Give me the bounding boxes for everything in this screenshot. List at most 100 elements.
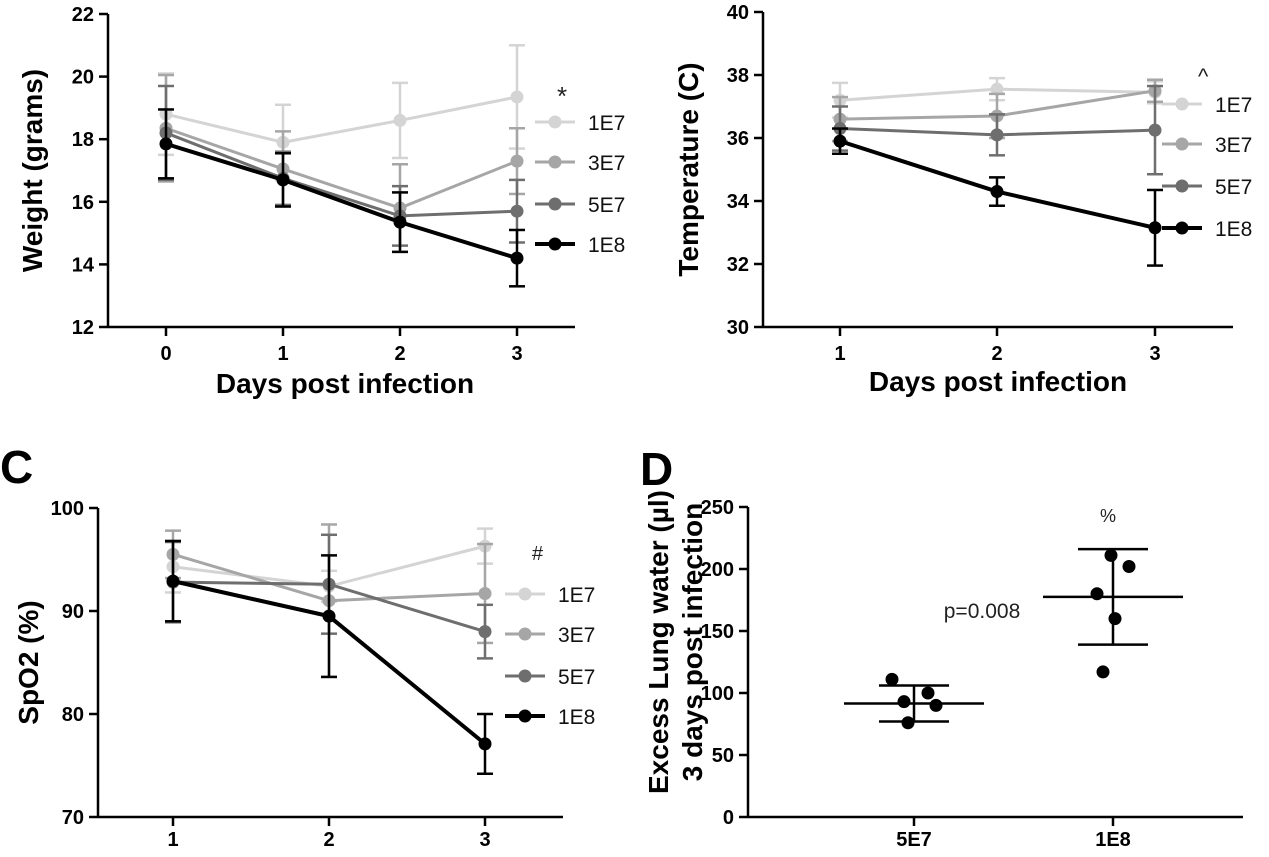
legend-label: 1E8 xyxy=(1215,218,1252,241)
x-tick-label: 5E7 xyxy=(896,829,932,851)
lung-water-chart: D 0 50 100 150 200 250 5E7 1E8 Excess Lung water … xyxy=(640,443,1243,851)
data-point xyxy=(478,737,492,751)
significance-mark: * xyxy=(557,81,567,111)
x-axis-label: Days post infection xyxy=(869,366,1127,397)
y-axis-label: Temperature (C) xyxy=(673,62,704,276)
data-point xyxy=(166,574,180,588)
data-point xyxy=(1148,123,1162,137)
legend-marker xyxy=(518,669,532,683)
data-point xyxy=(1108,612,1122,626)
y-tick-label: 22 xyxy=(72,4,94,26)
x-tick-label: 3 xyxy=(479,829,490,851)
x-tick-label: 2 xyxy=(394,343,405,365)
data-point xyxy=(510,251,524,265)
series-1E8 xyxy=(832,127,1163,267)
data-point xyxy=(833,134,847,148)
series-1E8 xyxy=(165,539,493,775)
legend-label: 1E8 xyxy=(588,234,625,257)
legend-marker xyxy=(518,627,532,641)
significance-mark: % xyxy=(1100,506,1116,526)
y-tick-label: 90 xyxy=(62,601,84,623)
data-point xyxy=(990,82,1004,96)
significance-mark: # xyxy=(532,543,544,565)
data-point xyxy=(1096,665,1110,679)
x-tick-label: 1E8 xyxy=(1095,829,1131,851)
data-point xyxy=(921,686,935,700)
legend-label: 3E7 xyxy=(558,624,595,647)
legend-label: 1E7 xyxy=(588,112,625,135)
legend-marker xyxy=(1175,97,1189,111)
data-point xyxy=(929,698,943,712)
y-tick-label: 0 xyxy=(723,807,734,829)
x-tick-label: 1 xyxy=(834,343,845,365)
data-point xyxy=(897,695,911,709)
series-line xyxy=(165,131,518,218)
y-tick-label: 32 xyxy=(727,254,749,276)
legend-label: 1E8 xyxy=(558,706,595,729)
data-point xyxy=(478,586,492,600)
y-tick-label: 34 xyxy=(727,191,750,213)
x-tick-label: 2 xyxy=(323,829,334,851)
legend-marker xyxy=(548,115,562,129)
data-point xyxy=(1104,548,1118,562)
data-point xyxy=(901,716,915,730)
series-1E8 xyxy=(158,108,525,288)
group-1E8 xyxy=(1043,547,1183,679)
legend-marker xyxy=(548,237,562,251)
legend-label: 1E7 xyxy=(1215,94,1252,117)
legend-label: 5E7 xyxy=(588,194,625,217)
series-5E7 xyxy=(158,84,525,247)
panel-label: D xyxy=(640,443,673,495)
series-line xyxy=(165,126,518,210)
y-tick-label: 14 xyxy=(72,254,95,276)
data-point xyxy=(393,215,407,229)
data-point xyxy=(1090,587,1104,601)
y-tick-label: 20 xyxy=(72,67,94,89)
series-3E7 xyxy=(158,73,525,254)
x-tick-label: 3 xyxy=(1149,343,1160,365)
data-point xyxy=(322,609,336,623)
data-point xyxy=(393,113,407,127)
legend-marker xyxy=(518,709,532,723)
legend-label: 5E7 xyxy=(558,666,595,689)
legend-marker xyxy=(1175,221,1189,235)
data-point xyxy=(885,672,899,686)
legend-label: 5E7 xyxy=(1215,176,1252,199)
data-point xyxy=(1122,560,1136,574)
legend-label: 3E7 xyxy=(1215,134,1252,157)
legend-marker xyxy=(1175,137,1189,151)
data-point xyxy=(1148,221,1162,235)
legend-label: 3E7 xyxy=(588,152,625,175)
y-tick-label: 40 xyxy=(727,2,749,24)
y-tick-label: 150 xyxy=(701,621,734,643)
y-tick-label: 100 xyxy=(701,683,734,705)
x-tick-label: 2 xyxy=(991,343,1002,365)
legend-marker xyxy=(548,155,562,169)
legend-marker xyxy=(1175,179,1189,193)
y-tick-label: 36 xyxy=(727,128,749,150)
x-axis-label: Days post infection xyxy=(216,368,474,399)
y-axis-label: SpO2 (%) xyxy=(13,600,44,724)
y-tick-label: 38 xyxy=(727,65,749,87)
series-line xyxy=(165,141,518,261)
data-point xyxy=(990,128,1004,142)
y-tick-label: 80 xyxy=(62,704,84,726)
data-point xyxy=(510,90,524,104)
y-tick-label: 18 xyxy=(72,129,94,151)
y-tick-label: 70 xyxy=(62,807,84,829)
p-value-label: p=0.008 xyxy=(944,600,1021,623)
x-tick-label: 3 xyxy=(511,343,522,365)
y-tick-label: 250 xyxy=(701,497,734,519)
y-tick-label: 16 xyxy=(72,192,94,214)
data-point xyxy=(510,154,524,168)
y-tick-label: 30 xyxy=(727,317,749,339)
data-point xyxy=(990,185,1004,199)
significance-mark: ^ xyxy=(1198,64,1209,89)
spo2-chart: 70 80 90 100 1 2 3 SpO2 (%) C 1E7 3E7 5E7 1E8 # xyxy=(0,441,595,851)
data-point xyxy=(159,137,173,151)
y-axis-label: Weight (grams) xyxy=(17,69,48,272)
y-tick-label: 50 xyxy=(712,745,734,767)
panel-label: C xyxy=(0,441,33,493)
y-axis-label-line1: Excess Lung water (µl) xyxy=(643,490,674,794)
